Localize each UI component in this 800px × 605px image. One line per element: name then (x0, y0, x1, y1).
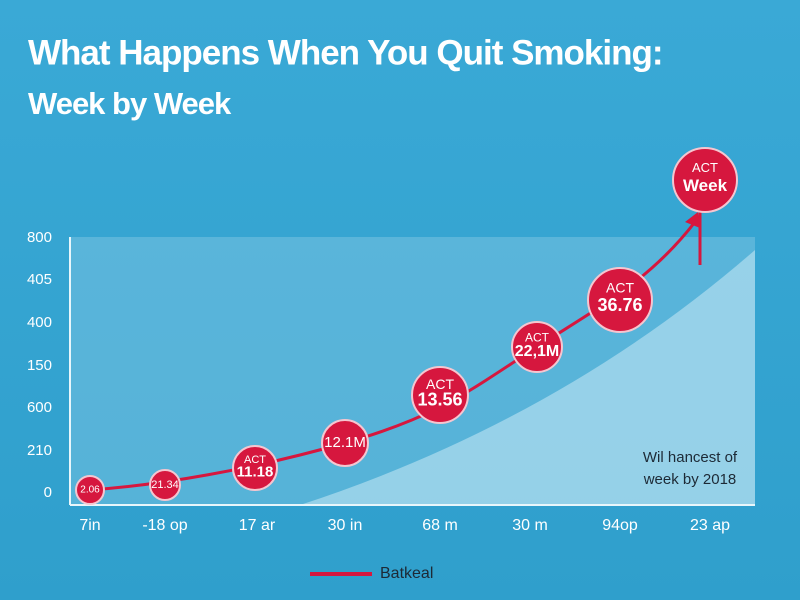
point-label: 22,1M (515, 343, 559, 360)
note-line: Wil hancest of (643, 449, 738, 466)
point-bubble (321, 419, 369, 467)
point-label: 2.06 (80, 485, 100, 496)
x-tick-label: 23 ap (690, 517, 730, 534)
chart-content: 800 405 400 150 600 210 0 7in -18 op 17 ar 30 in 68… (27, 147, 738, 534)
x-tick-label: -18 op (142, 517, 187, 534)
x-tick-label: 17 ar (239, 517, 276, 534)
x-tick-label: 30 m (512, 517, 548, 534)
note-line: week by 2018 (643, 471, 737, 488)
point-bubble (232, 445, 278, 491)
point-label: 21.34 (151, 479, 179, 491)
point-label: 12.1M (324, 434, 366, 451)
point-bubble (511, 321, 563, 373)
area-band (300, 250, 755, 505)
y-tick-label: 405 (27, 271, 52, 288)
point-tag: ACT (692, 160, 718, 175)
arrow-head (685, 212, 700, 228)
point-label: 11.18 (237, 463, 274, 480)
point-tag: ACT (606, 280, 634, 296)
x-tick-label: 68 m (422, 517, 458, 534)
y-tick-label: 210 (27, 442, 52, 459)
x-tick-label: 94op (602, 517, 638, 534)
point-tag: ACT (426, 376, 454, 392)
y-tick-label: 400 (27, 314, 52, 331)
x-tick-label: 7in (79, 517, 100, 534)
point-tag: ACT (244, 454, 266, 466)
y-tick-label: 800 (27, 229, 52, 246)
y-tick-label: 0 (44, 484, 52, 501)
point-bubble (587, 267, 653, 333)
point-label: 36.76 (597, 295, 642, 315)
point-bubble (672, 147, 738, 213)
legend-label: Batkeal (380, 565, 433, 582)
subtitle: Week by Week (28, 86, 232, 121)
point-label: Week (683, 176, 728, 195)
x-tick-label: 30 in (328, 517, 363, 534)
y-tick-label: 150 (27, 357, 52, 374)
point-bubble (149, 469, 181, 501)
point-label: 13.56 (417, 389, 462, 409)
point-tag: ACT (525, 330, 550, 344)
point-bubble (411, 366, 469, 424)
title: What Happens When You Quit Smoking: (28, 33, 663, 72)
y-tick-label: 600 (27, 399, 52, 416)
point-bubble (75, 475, 105, 505)
